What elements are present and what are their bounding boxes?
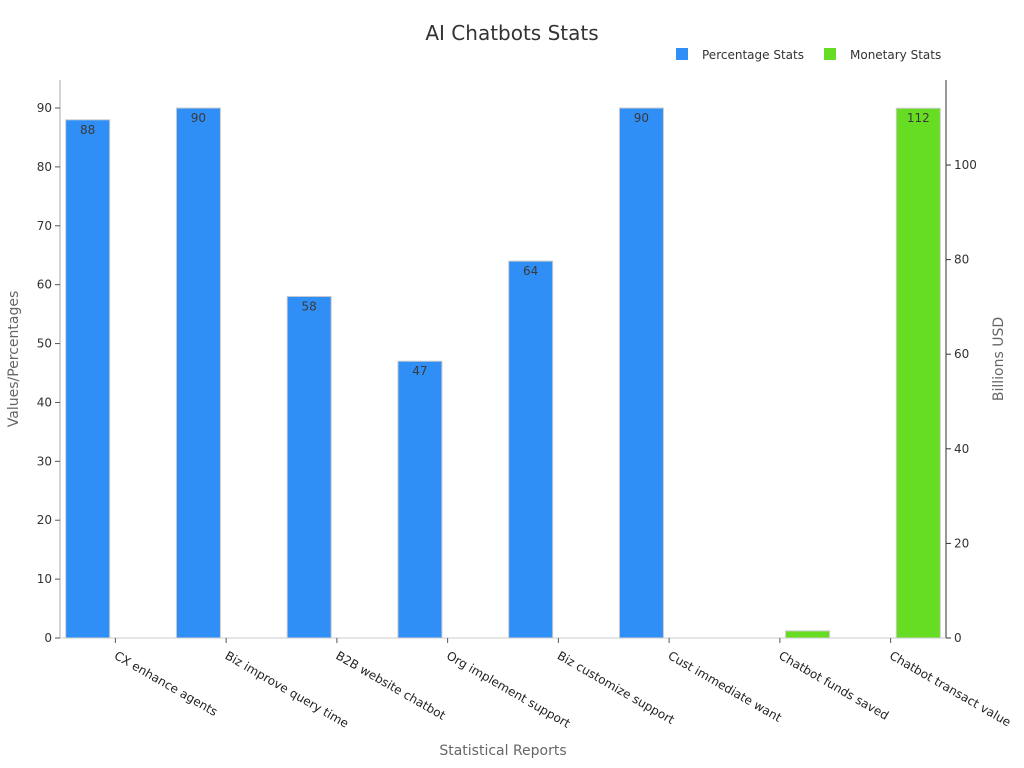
bar-percentage [65,119,111,639]
category-label: Cust immediate want [666,648,785,725]
bar-percentage [286,295,332,639]
left-tick-label: 0 [44,631,52,645]
right-tick-label: 20 [954,536,969,550]
category-label: Chatbot funds saved [776,648,891,722]
data-label: 64 [523,264,538,278]
category-label: Chatbot transact value [887,648,1013,729]
left-tick-label: 50 [37,337,52,351]
left-tick-label: 30 [37,454,52,468]
right-tick-label: 60 [954,347,969,361]
data-label: 88 [80,123,95,137]
legend: Percentage Stats Monetary Stats [676,48,941,62]
right-tick-label: 40 [954,442,969,456]
legend-swatch-monetary [824,48,836,60]
data-label: 47 [412,364,427,378]
left-tick-label: 60 [37,278,52,292]
category-label: Org implement support [444,648,573,730]
right-tick-label: 80 [954,253,969,267]
category-label: CX enhance agents [112,648,220,718]
left-tick-label: 20 [37,513,52,527]
bar-percentage [397,360,443,639]
data-labels: 88 90 58 47 64 90 112 [80,111,930,378]
legend-swatch-percentage [676,48,688,60]
left-tick-label: 10 [37,572,52,586]
bar-percentage [175,107,221,639]
data-label: 58 [302,299,317,313]
data-label: 112 [907,111,930,125]
left-tick-label: 70 [37,219,52,233]
y-axis-right-title: Billions USD [991,317,1007,401]
bar-percentage [618,107,664,639]
left-tick-label: 80 [37,160,52,174]
right-axis-ticks: 0 20 40 60 80 100 [946,158,977,645]
category-label: B2B website chatbot [333,648,448,722]
x-axis-title: Statistical Reports [439,743,566,759]
right-tick-label: 100 [954,158,977,172]
data-label: 90 [634,111,649,125]
category-ticks: CX enhance agents Biz improve query timeB… [112,638,1013,731]
legend-label-monetary: Monetary Stats [850,48,941,62]
bar-monetary [895,107,941,639]
bar-monetary [785,630,831,639]
chart-title: AI Chatbots Stats [425,21,598,45]
y-axis-left-title: Values/Percentages [6,291,22,428]
left-tick-label: 40 [37,395,52,409]
category-label: Biz customize support [555,648,677,727]
bar-percentage [508,260,554,639]
data-label: 90 [191,111,206,125]
legend-label-percentage: Percentage Stats [702,48,804,62]
right-tick-label: 0 [954,631,962,645]
left-axis-ticks: 0 10 20 30 40 50 60 70 80 90 [37,101,60,645]
bars [65,107,941,639]
left-tick-label: 90 [37,101,52,115]
category-label: Biz improve query time [223,648,351,730]
